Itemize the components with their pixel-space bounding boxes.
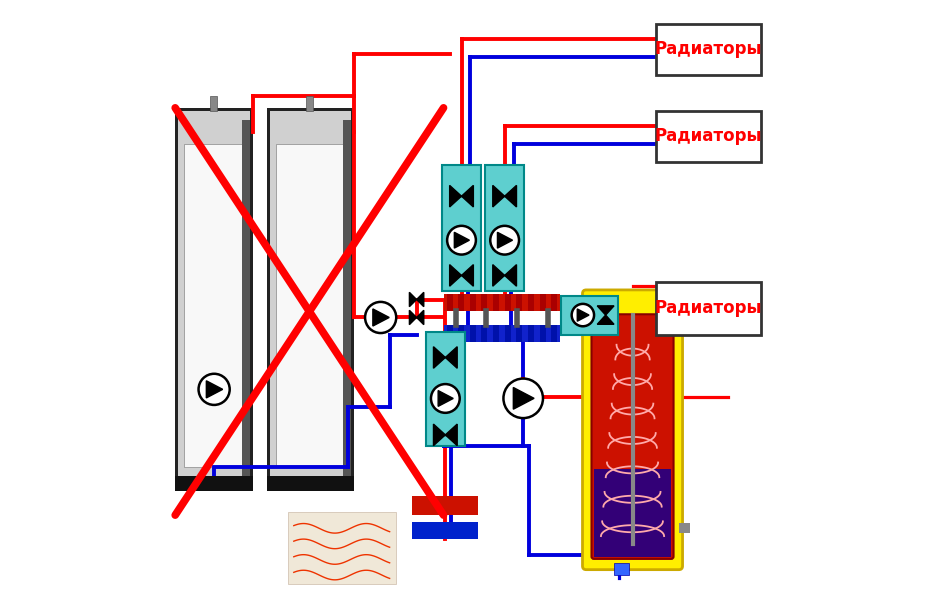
Bar (242, 120, 250, 479)
Bar (516, 325, 523, 342)
Bar (425, 332, 465, 446)
Text: Радиаторы: Радиаторы (654, 300, 762, 317)
Polygon shape (439, 391, 453, 406)
Bar (656, 24, 761, 75)
Text: Радиаторы: Радиаторы (654, 40, 762, 59)
Bar (469, 325, 476, 342)
Bar (594, 469, 671, 556)
Polygon shape (410, 310, 417, 325)
Polygon shape (505, 185, 516, 207)
Bar (539, 325, 546, 342)
Polygon shape (462, 265, 473, 286)
Bar (442, 165, 481, 291)
Polygon shape (417, 292, 424, 307)
Bar (482, 325, 487, 342)
Bar (443, 325, 560, 342)
Circle shape (490, 226, 519, 255)
Bar (175, 108, 253, 491)
Polygon shape (462, 185, 473, 207)
Polygon shape (434, 424, 445, 446)
Bar (493, 294, 499, 311)
Bar (447, 294, 453, 311)
Bar (539, 294, 546, 311)
Bar (412, 496, 479, 515)
Circle shape (365, 302, 396, 333)
Polygon shape (410, 292, 417, 307)
FancyBboxPatch shape (592, 314, 673, 559)
Bar (458, 325, 464, 342)
Bar (469, 294, 476, 311)
Bar (447, 325, 453, 342)
Bar (505, 325, 511, 342)
Bar (458, 294, 464, 311)
Bar (493, 325, 499, 342)
Bar (306, 96, 313, 111)
Polygon shape (513, 388, 534, 409)
Text: Радиаторы: Радиаторы (654, 127, 762, 146)
Bar (184, 144, 244, 467)
Polygon shape (577, 309, 589, 321)
Bar (656, 282, 761, 335)
Bar (266, 476, 353, 491)
Bar (343, 120, 351, 479)
Bar (482, 294, 487, 311)
Polygon shape (434, 347, 445, 368)
Bar (528, 294, 534, 311)
Bar (614, 563, 629, 575)
Bar (485, 165, 525, 291)
Bar (505, 294, 511, 311)
Polygon shape (493, 265, 505, 286)
Circle shape (431, 384, 460, 413)
Bar (210, 96, 218, 111)
Bar (656, 111, 761, 162)
Circle shape (447, 226, 476, 255)
Polygon shape (497, 232, 512, 248)
Bar (516, 294, 523, 311)
Bar (552, 294, 557, 311)
Polygon shape (505, 265, 516, 286)
Polygon shape (207, 381, 223, 398)
Polygon shape (597, 315, 614, 324)
Polygon shape (493, 185, 505, 207)
Polygon shape (417, 310, 424, 325)
Polygon shape (450, 265, 462, 286)
Polygon shape (445, 424, 457, 446)
Bar (266, 108, 353, 491)
Bar (175, 476, 253, 491)
Bar (561, 296, 618, 334)
Circle shape (503, 379, 543, 418)
Bar (443, 294, 560, 311)
Bar (528, 325, 534, 342)
Bar (276, 144, 345, 467)
Polygon shape (445, 347, 457, 368)
Bar (179, 111, 250, 482)
Bar (412, 522, 479, 539)
Polygon shape (454, 232, 469, 248)
Polygon shape (597, 306, 614, 315)
Circle shape (198, 374, 230, 405)
Polygon shape (450, 185, 462, 207)
FancyBboxPatch shape (583, 290, 683, 570)
Bar (270, 111, 351, 482)
Polygon shape (373, 309, 389, 326)
Bar (552, 325, 557, 342)
Circle shape (571, 304, 594, 326)
Bar (679, 522, 690, 533)
Bar (288, 512, 396, 584)
